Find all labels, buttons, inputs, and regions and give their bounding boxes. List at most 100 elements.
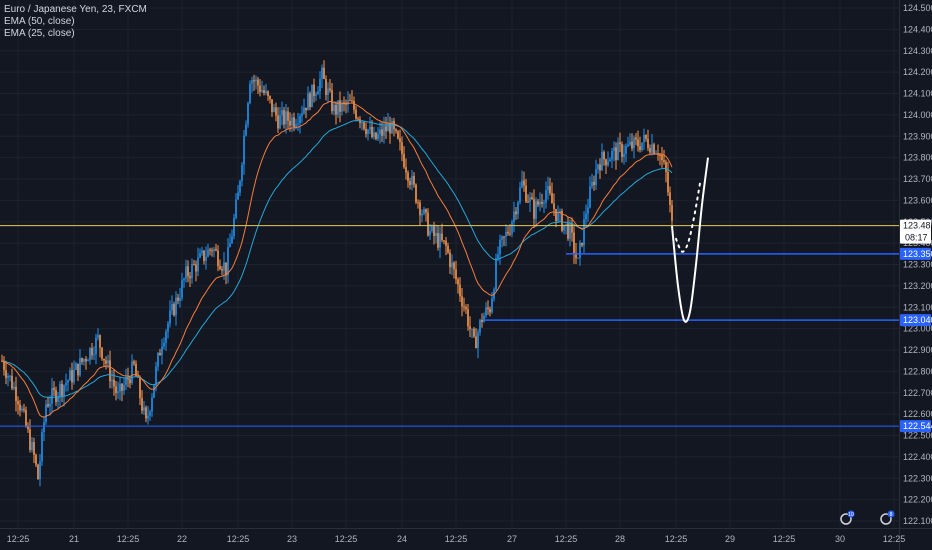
candle-body: [319, 78, 321, 92]
y-tick-label: 122.300: [903, 473, 932, 483]
candle-body: [171, 304, 173, 311]
level-price-label: 123.040: [903, 315, 932, 325]
candle-body: [163, 343, 165, 347]
candle-body: [63, 385, 65, 396]
candle-body: [377, 134, 379, 139]
candle-body: [85, 359, 87, 362]
candle-body: [119, 383, 121, 392]
level-price-label: 123.350: [903, 249, 932, 259]
candle-body: [43, 422, 45, 433]
candle-body: [181, 280, 183, 298]
candle-body: [281, 110, 283, 116]
candle-body: [285, 111, 287, 125]
candle-body: [139, 377, 141, 399]
candle-body: [635, 137, 637, 140]
candle-body: [395, 129, 397, 132]
candle-body: [415, 184, 417, 203]
candle-body: [483, 315, 485, 322]
candle-body: [671, 205, 673, 221]
candle-body: [603, 151, 605, 160]
candle-body: [497, 254, 499, 259]
candle-body: [663, 160, 665, 162]
candle-body: [605, 159, 607, 166]
candle-body: [273, 107, 275, 113]
candle-body: [455, 269, 457, 280]
candle-body: [517, 202, 519, 215]
candle-body: [641, 142, 643, 150]
candle-body: [529, 197, 531, 202]
candle-body: [295, 124, 297, 128]
candle-body: [411, 175, 413, 185]
candle-body: [79, 358, 81, 376]
y-tick-label: 123.300: [903, 260, 932, 270]
candle-body: [593, 181, 595, 186]
candle-body: [267, 91, 269, 97]
candle-body: [621, 144, 623, 158]
level-price-tag: [900, 420, 931, 433]
candle-body: [353, 101, 355, 110]
candle-body: [507, 231, 509, 234]
y-tick-label: 122.800: [903, 366, 932, 376]
candle-body: [541, 201, 543, 204]
candle-body: [329, 88, 331, 91]
candle-body: [157, 352, 159, 367]
candle-body: [623, 153, 625, 158]
x-tick-label: 22: [177, 534, 187, 544]
candle-body: [19, 404, 21, 411]
candle-body: [95, 337, 97, 355]
candle-body: [297, 123, 299, 125]
candle-body: [381, 129, 383, 136]
candle-body: [461, 296, 463, 307]
candle-body: [545, 190, 547, 203]
candle-body: [409, 181, 411, 185]
candle-body: [61, 383, 63, 396]
candle-body: [257, 79, 259, 86]
candle-body: [445, 240, 447, 246]
candle-body: [481, 319, 483, 322]
candle-body: [601, 151, 603, 171]
candle-body: [65, 382, 67, 386]
candle-body: [665, 161, 667, 172]
x-tick-label: 12:25: [883, 534, 906, 544]
x-tick-label: 28: [615, 534, 625, 544]
candle-body: [203, 250, 205, 261]
candle-body: [241, 164, 243, 182]
projection-curve: [671, 157, 709, 323]
candle-body: [441, 233, 443, 241]
candle-body: [183, 278, 185, 281]
candle-body: [83, 359, 85, 362]
candle-body: [487, 307, 489, 310]
candle-body: [237, 192, 239, 200]
candle-body: [423, 209, 425, 214]
candle-body: [561, 211, 563, 231]
candle-body: [569, 223, 571, 239]
candle-body: [97, 335, 99, 338]
candle-body: [365, 128, 367, 135]
candle-body: [523, 180, 525, 186]
candle-body: [667, 171, 669, 193]
candle-body: [627, 144, 629, 147]
x-tick-label: 12:25: [7, 534, 30, 544]
candle-body: [125, 377, 127, 385]
candle-body: [243, 135, 245, 165]
chart-legend: Euro / Japanese Yen, 23, FXCM EMA (50, c…: [4, 4, 147, 40]
candle-body: [293, 117, 295, 128]
y-tick-label: 123.800: [903, 153, 932, 163]
candle-body: [479, 319, 481, 333]
candle-body: [363, 122, 365, 129]
candle-body: [105, 360, 107, 364]
candle-body: [251, 80, 253, 84]
candle-body: [113, 379, 115, 387]
y-tick-label: 123.100: [903, 302, 932, 312]
candle-body: [387, 123, 389, 132]
candle-body: [21, 408, 23, 411]
current-price-label: 123.482: [903, 221, 932, 231]
y-tick-label: 122.100: [903, 516, 932, 526]
candle-body: [551, 193, 553, 204]
candle-body: [263, 89, 265, 94]
candle-body: [331, 90, 333, 112]
candle-body: [49, 403, 51, 407]
candle-body: [253, 80, 255, 82]
